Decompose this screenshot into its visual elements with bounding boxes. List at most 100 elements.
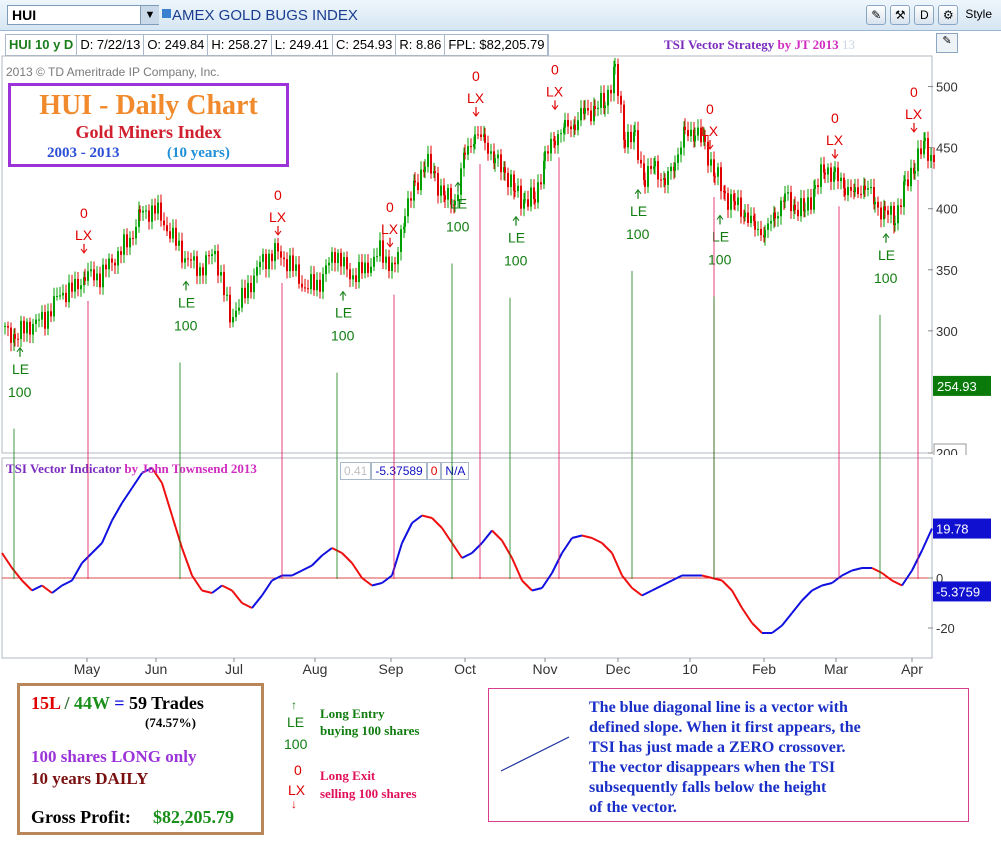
entry-qty: 100 <box>446 218 470 234</box>
entry-qty: 100 <box>8 384 32 400</box>
candle-body <box>887 210 889 215</box>
tsi-segment <box>621 574 633 589</box>
gear-icon[interactable]: ⚙ <box>938 5 959 25</box>
entry-label: LE <box>450 195 467 211</box>
tsi-segment <box>291 569 303 577</box>
candle-body <box>860 194 862 196</box>
candle-body <box>507 172 509 188</box>
candle-body <box>690 129 692 137</box>
candle-body <box>87 271 89 281</box>
candle-body <box>547 151 549 154</box>
note-line: defined slope. When it first appears, th… <box>589 719 861 736</box>
x-tick-label: May <box>74 661 100 677</box>
candle-body <box>65 292 67 303</box>
exit-qty: 0 <box>551 61 559 77</box>
candle-body <box>633 131 635 143</box>
candle-body <box>120 251 122 255</box>
candle-body <box>610 89 612 94</box>
candle-body <box>884 206 886 211</box>
candle-body <box>148 210 150 222</box>
candle-body <box>870 186 872 189</box>
candle-body <box>29 321 31 335</box>
candle-body <box>404 216 406 227</box>
style-menu[interactable]: Style <box>965 7 992 21</box>
candle-body <box>537 182 539 203</box>
candle-body <box>407 198 409 217</box>
chevron-down-icon[interactable]: ▼ <box>140 6 159 24</box>
tsi-segment <box>801 589 813 602</box>
candle-body <box>813 188 815 210</box>
exit-qty: 0 <box>472 68 480 84</box>
tsi-segment <box>181 547 193 576</box>
panel-settings-icon[interactable]: ✎ <box>936 33 958 53</box>
candle-body <box>286 259 288 272</box>
tsi-segment <box>831 574 843 584</box>
tsi-segment <box>511 557 523 581</box>
candle-body <box>96 273 98 281</box>
y-tick-label: 500 <box>936 80 958 95</box>
exit-arrowhead <box>831 153 839 160</box>
candle-body <box>924 138 926 141</box>
exit-arrowhead <box>386 242 394 248</box>
candle-body <box>933 154 935 163</box>
candle-body <box>129 237 131 248</box>
drawing-tools-icon[interactable]: ✎ <box>866 5 887 25</box>
candle-body <box>298 264 300 284</box>
candle-body <box>376 256 378 258</box>
x-tick-label: Apr <box>901 661 923 677</box>
gross-profit-value: $82,205.79 <box>153 807 234 827</box>
candle-body <box>777 216 779 219</box>
candle-body <box>105 264 107 270</box>
indicator-label[interactable]: TSI Vector Indicator by John Townsend 20… <box>6 461 257 477</box>
candle-body <box>142 210 144 213</box>
symbol-period[interactable]: HUI 10 y D <box>6 35 78 55</box>
x-tick-label: Dec <box>606 661 631 677</box>
tsi-segment <box>581 534 593 539</box>
candle-body <box>454 200 456 206</box>
candle-body <box>205 255 207 276</box>
indicator-name: TSI Vector Indicator <box>6 461 122 476</box>
candle-body <box>514 190 516 192</box>
candle-body <box>394 262 396 265</box>
strategy-label[interactable]: TSI Vector Strategy by JT 2013 13 <box>664 37 855 53</box>
symbol-input[interactable]: HUI <box>7 5 159 25</box>
candle-body <box>930 154 932 161</box>
candle-body <box>854 187 856 193</box>
exit-label: LX <box>75 227 93 243</box>
exit-legend-line1: Long Exit <box>320 768 376 783</box>
exit-label: LX <box>467 90 485 106</box>
tsi-segment <box>91 542 103 554</box>
note-line: of the vector. <box>589 799 677 816</box>
exit-legend-qty: 0 <box>294 762 302 778</box>
tsi-segment <box>411 514 423 524</box>
candle-body <box>385 256 387 263</box>
candle-body <box>683 126 685 148</box>
candle-body <box>277 243 279 252</box>
equals: = <box>109 693 129 713</box>
candle-body <box>790 192 792 212</box>
candle-body <box>597 107 599 109</box>
candle-body <box>132 237 134 239</box>
candle-body <box>316 279 318 291</box>
toolbar-icons: ✎ ⚒ D ⚙ Style <box>866 5 995 25</box>
sep-1: / <box>60 693 75 713</box>
candle-body <box>220 272 222 276</box>
candle-body <box>574 124 576 131</box>
candle-body <box>373 256 375 267</box>
candle-body <box>349 269 351 280</box>
tsi-segment <box>221 584 233 592</box>
tsi-segment <box>701 574 713 579</box>
candle-body <box>780 200 782 217</box>
trade-count: 59 Trades <box>128 693 204 713</box>
candle-body <box>111 258 113 263</box>
candle-body <box>38 319 40 321</box>
wrench-icon[interactable]: ⚒ <box>890 5 911 25</box>
d-button[interactable]: D <box>914 5 935 25</box>
candle-body <box>325 265 327 275</box>
candle-body <box>184 258 186 263</box>
candle-body <box>527 199 529 207</box>
candle-body <box>331 252 333 263</box>
candle-body <box>467 146 469 155</box>
candle-body <box>617 64 619 96</box>
entry-label: LE <box>508 230 525 246</box>
